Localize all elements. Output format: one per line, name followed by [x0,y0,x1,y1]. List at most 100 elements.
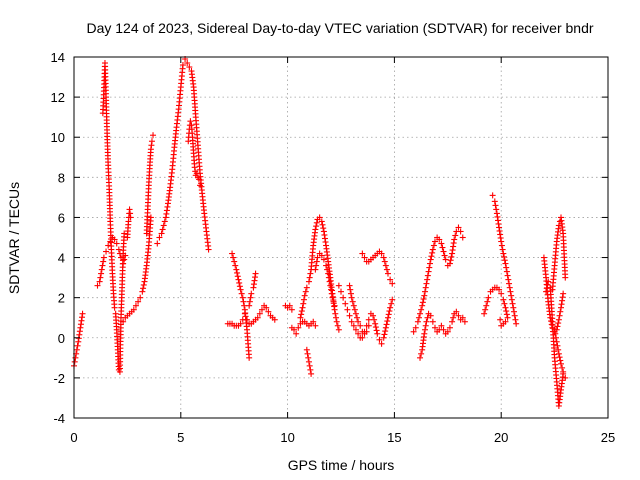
axis-ticks [73,56,609,419]
data-point [418,350,425,357]
data-point [186,64,193,71]
data-point [543,285,550,292]
x-tick-label: 0 [70,430,77,445]
data-point [453,308,460,315]
data-point [425,268,432,275]
data-point [304,350,311,357]
data-point [382,324,389,331]
data-point [382,328,389,335]
data-point [247,294,254,301]
data-point [493,206,500,213]
data-point [306,362,313,369]
data-point [332,310,339,317]
data-point [111,304,118,311]
data-point [376,336,383,343]
data-point [313,262,320,269]
data-point [386,308,393,315]
x-axis-label: GPS time / hours [288,457,395,473]
data-point [325,274,332,281]
data-point [265,308,272,315]
data-point [238,290,245,297]
data-point [418,306,425,313]
data-point [501,253,508,260]
data-point [329,294,336,301]
data-point [455,224,462,231]
data-point [140,285,147,292]
data-point [388,300,395,307]
data-point [503,311,510,318]
data-point [556,354,563,361]
data-point [543,288,550,295]
data-point [427,256,434,263]
data-point [350,302,357,309]
data-point [325,270,332,277]
data-point [496,286,503,293]
data-point [429,318,436,325]
data-point [449,318,456,325]
data-point [372,324,379,331]
data-point [140,281,147,288]
data-point [451,236,458,243]
data-point [370,312,377,319]
data-point [344,306,351,313]
data-point [444,328,451,335]
data-point [72,354,79,361]
data-point [383,321,390,328]
data-point [555,350,562,357]
data-point [73,346,80,353]
data-point [430,242,437,249]
data-point [334,322,341,329]
data-point [229,250,236,257]
data-point [154,240,161,247]
data-point [303,346,310,353]
data-point [303,284,310,291]
data-point [481,310,488,317]
y-tick-label: -4 [53,411,65,426]
data-point [513,320,520,327]
data-point [378,340,385,347]
data-point [441,252,448,259]
data-point [414,318,421,325]
data-point [248,290,255,297]
data-point [498,242,505,249]
data-point [372,320,379,327]
data-point [299,304,306,311]
data-point [240,298,247,305]
data-point [305,278,312,285]
y-tick-label: 12 [51,90,65,105]
x-tick-label: 10 [280,430,294,445]
data-point [246,354,253,361]
data-point [545,278,552,285]
data-point [298,308,305,315]
y-tick-label: 10 [51,130,65,145]
data-point [508,296,515,303]
data-point [305,354,312,361]
data-point [485,294,492,301]
data-point [446,260,453,267]
data-point [156,234,163,241]
data-point [491,198,498,205]
data-point [554,323,561,330]
data-point [328,290,335,297]
data-point [429,246,436,253]
data-point [357,322,364,329]
data-point [355,318,362,325]
data-point [421,292,428,299]
data-point [503,268,510,275]
data-point [338,288,344,295]
data-point [139,288,146,295]
data-points [71,56,569,409]
data-point [147,214,154,221]
data-point [381,258,388,265]
data-point [307,366,314,373]
data-point [511,312,518,319]
data-point [98,270,105,277]
data-point [508,292,515,299]
data-point [326,278,333,285]
data-point [552,330,559,337]
data-point [346,282,353,289]
data-point [318,218,325,225]
data-point [459,314,466,321]
data-point [506,280,513,287]
data-point [385,311,392,318]
